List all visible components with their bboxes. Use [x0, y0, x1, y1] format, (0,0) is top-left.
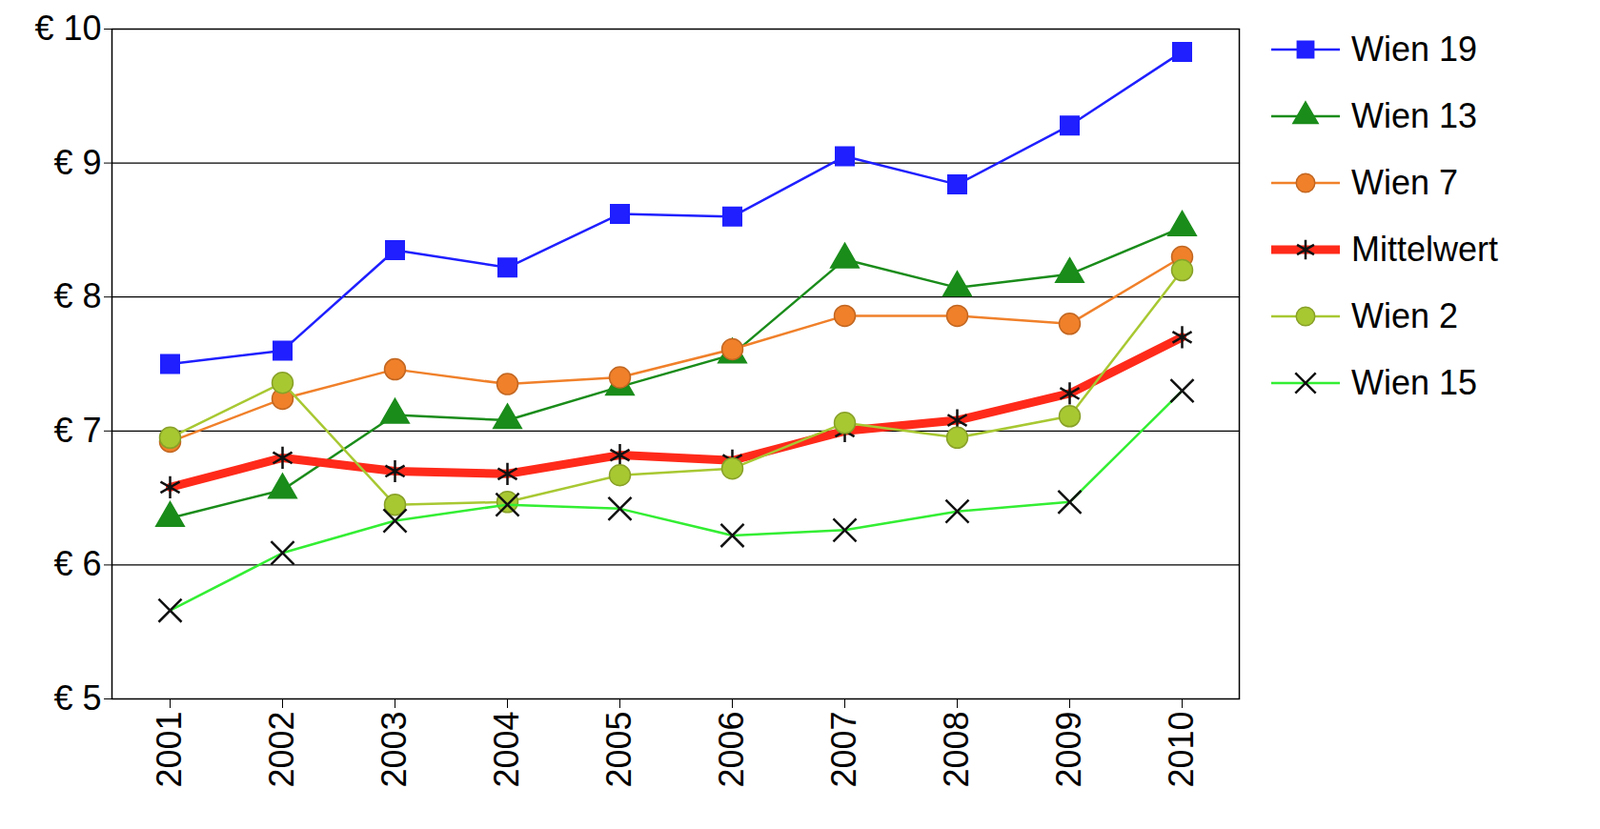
svg-text:€ 6: € 6 [53, 544, 102, 584]
svg-text:2004: 2004 [486, 711, 527, 789]
svg-text:2003: 2003 [374, 711, 414, 789]
svg-text:2002: 2002 [262, 711, 302, 789]
svg-text:€ 10: € 10 [34, 8, 102, 48]
svg-text:2005: 2005 [599, 711, 639, 789]
svg-text:2006: 2006 [711, 711, 751, 789]
html-text:Wien 15: Wien 15 [1351, 363, 1478, 403]
svg-text:2007: 2007 [824, 711, 864, 789]
svg-text:2009: 2009 [1049, 711, 1089, 789]
svg-text:€ 7: € 7 [53, 410, 102, 450]
svg-text:2001: 2001 [149, 711, 189, 789]
html-text:Wien 13: Wien 13 [1351, 96, 1478, 136]
svg-text:€ 9: € 9 [53, 142, 102, 183]
html-text:Wien 2: Wien 2 [1351, 296, 1459, 336]
svg-text:€ 8: € 8 [53, 276, 102, 316]
svg-text:€ 5: € 5 [53, 678, 102, 718]
html-text:Wien 7: Wien 7 [1351, 162, 1459, 203]
html-text:Wien 19: Wien 19 [1351, 29, 1478, 69]
svg-text:2010: 2010 [1161, 711, 1201, 789]
svg-text:2008: 2008 [936, 711, 976, 789]
html-text:Mittelwert: Mittelwert [1351, 229, 1499, 269]
